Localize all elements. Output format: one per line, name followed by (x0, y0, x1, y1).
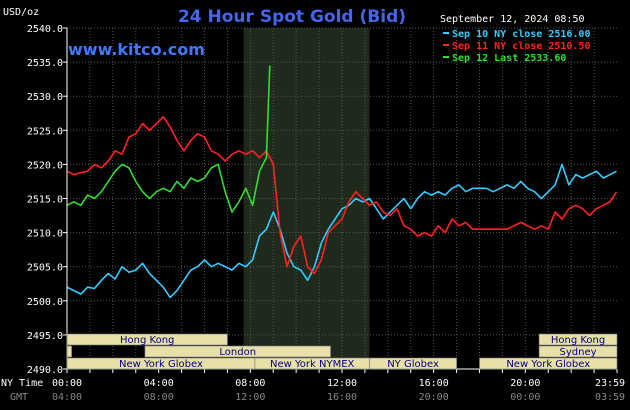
gmt-tick-label: 03:59 (595, 392, 625, 403)
session-bar-label: London (219, 347, 256, 358)
y-tick-label: 2510.0 (27, 229, 63, 240)
y-tick-label: 2495.0 (27, 331, 63, 342)
legend-entry-sep11: Sep 11 NY close 2510.50 (452, 41, 590, 52)
watermark: www.kitco.com (68, 40, 205, 59)
legend-swatch-sep10 (443, 32, 449, 34)
y-tick-label: 2515.0 (27, 195, 63, 206)
gmt-row-label: GMT (10, 392, 28, 403)
session-bar-label: NY Globex (387, 359, 439, 370)
session-bar (66, 345, 72, 358)
gmt-tick-label: 16:00 (327, 392, 357, 403)
y-tick-label: 2540.0 (27, 24, 63, 35)
session-bar-label: New York Globex (506, 359, 590, 370)
legend-swatch-sep12 (443, 56, 449, 58)
series-line-sep12 (66, 65, 271, 213)
ny-time-tick-label: 04:00 (144, 378, 174, 389)
ny-time-tick-label: 23:59 (595, 378, 625, 389)
session-bar (66, 333, 228, 346)
chart-title: 24 Hour Spot Gold (Bid) (178, 7, 406, 27)
ny-time-tick-label: 12:00 (327, 378, 357, 389)
ny-time-tick-label: 16:00 (419, 378, 449, 389)
legend-swatch-sep11 (443, 44, 449, 46)
y-tick-label: 2490.0 (27, 365, 63, 376)
gmt-tick-label: 08:00 (144, 392, 174, 403)
shaded-region-layer (243, 28, 370, 369)
gmt-tick-label: 00:00 (510, 392, 540, 403)
session-bar-label: Hong Kong (551, 335, 605, 346)
gmt-tick-label: 20:00 (419, 392, 449, 403)
y-tick-label: 2535.0 (27, 58, 63, 69)
session-bar-label: Hong Kong (120, 335, 174, 346)
session-bar (144, 345, 331, 358)
y-tick-label: 2525.0 (27, 126, 63, 137)
session-bar (479, 357, 618, 370)
shaded-session-region (243, 28, 370, 369)
gmt-tick-label: 04:00 (52, 392, 82, 403)
session-bar (369, 357, 457, 370)
legend: Sep 10 NY close 2516.00 Sep 11 NY close … (443, 29, 590, 64)
ny-time-tick-label: 08:00 (235, 378, 265, 389)
y-tick-label: 2520.0 (27, 160, 63, 171)
gmt-tick-label: 12:00 (235, 392, 265, 403)
y-tick-label: 2530.0 (27, 92, 63, 103)
series-line-sep11 (66, 115, 618, 275)
session-bar-label: New York Globex (119, 359, 203, 370)
ny-time-tick-label: 00:00 (52, 378, 82, 389)
y-tick-label: 2505.0 (27, 263, 63, 274)
y-tick-label: 2500.0 (27, 297, 63, 308)
series-layer (66, 65, 618, 299)
session-bar (538, 345, 618, 358)
session-bar-label: Sydney (560, 347, 597, 358)
timestamp: September 12, 2024 08:50 (440, 14, 585, 25)
legend-entry-sep10: Sep 10 NY close 2516.00 (452, 29, 590, 40)
ny-time-row-label: NY Time (1, 378, 43, 389)
legend-entry-sep12: Sep 12 Last 2533.60 (452, 53, 566, 64)
ny-time-tick-label: 20:00 (510, 378, 540, 389)
unit-label: USD/oz (3, 7, 39, 18)
session-bar-label: New York NYMEX (270, 359, 355, 370)
session-bar (538, 333, 618, 346)
series-line-sep10 (66, 163, 617, 299)
